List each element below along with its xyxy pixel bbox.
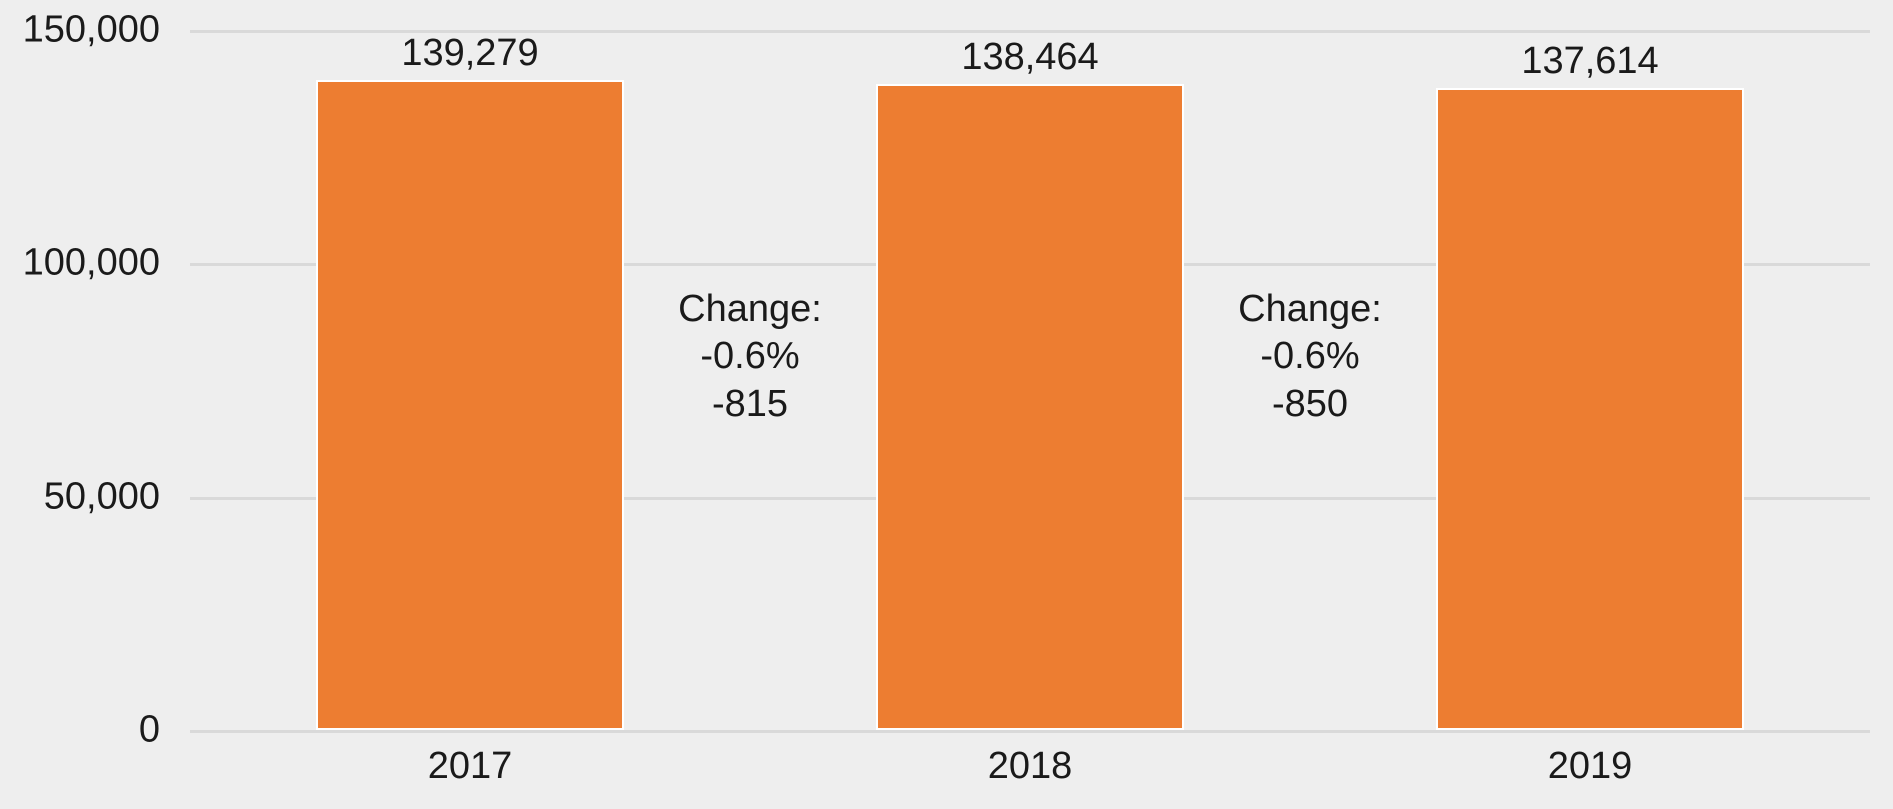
change-annotation-line: Change: [1238,285,1382,333]
y-tick-label: 150,000 [0,9,160,52]
bar-value-label: 138,464 [961,36,1098,79]
y-tick-label: 100,000 [0,242,160,285]
change-annotation-line: -0.6% [678,333,822,381]
change-annotation-line: -850 [1238,380,1382,428]
y-tick-label: 50,000 [0,475,160,518]
change-annotation-line: -815 [678,380,822,428]
bar-2019 [1436,88,1744,730]
x-tick-label: 2019 [1548,745,1633,788]
bar-2018 [876,84,1184,730]
bar-value-label: 139,279 [401,32,538,75]
x-tick-label: 2017 [428,745,513,788]
gridline [190,730,1870,733]
x-tick-label: 2018 [988,745,1073,788]
bar-value-label: 137,614 [1521,40,1658,83]
change-annotation: Change:-0.6%-850 [1238,285,1382,428]
change-annotation-line: -0.6% [1238,333,1382,381]
y-tick-label: 0 [0,709,160,752]
population-bar-chart: 0 50,000 100,000 150,000 139,279 2017 138,464 2… [0,0,1893,809]
change-annotation-line: Change: [678,285,822,333]
change-annotation: Change:-0.6%-815 [678,285,822,428]
bar-2017 [316,80,624,730]
